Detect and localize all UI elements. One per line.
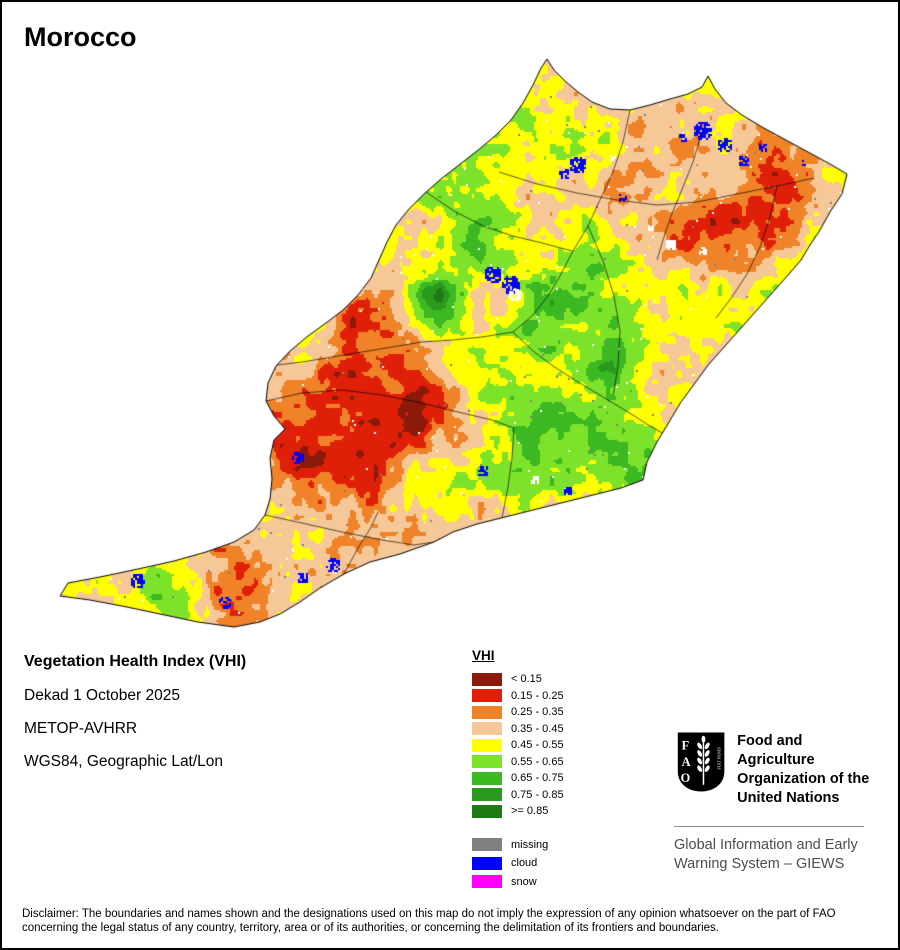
legend-row: 0.65 - 0.75 <box>472 770 564 787</box>
map-info-heading: Vegetation Health Index (VHI) <box>24 653 247 670</box>
fao-org-line: United Nations <box>737 790 840 806</box>
legend-row: 0.15 - 0.25 <box>472 688 564 705</box>
page-title: Morocco <box>24 22 137 52</box>
fao-logo-letter: F <box>682 739 690 753</box>
fao-logo-letter: A <box>682 755 691 769</box>
legend-row: 0.25 - 0.35 <box>472 704 564 721</box>
fao-block: F A O FIAT PANIS Food and Agriculture Or… <box>674 730 876 874</box>
legend-classes: < 0.15 0.15 - 0.25 0.25 - 0.35 0.35 - 0.45 0… <box>472 671 564 820</box>
fao-org-line: Organization of the <box>737 771 870 787</box>
giews-caption: Global Information and Early Warning Sys… <box>674 836 876 874</box>
fao-logo-icon: F A O FIAT PANIS <box>677 732 725 792</box>
legend-row: snow <box>472 873 564 892</box>
legend-swatch <box>472 838 502 852</box>
legend-swatch <box>472 705 502 719</box>
giews-line: Warning System – GIEWS <box>674 856 845 872</box>
fao-separator <box>674 826 864 827</box>
legend-row: 0.45 - 0.55 <box>472 737 564 754</box>
legend-row: 0.35 - 0.45 <box>472 721 564 738</box>
legend-label: 0.35 - 0.45 <box>511 722 564 735</box>
fao-org-name: Food and Agriculture Organization of the… <box>737 730 876 808</box>
legend-swatch <box>472 771 502 785</box>
legend-row: cloud <box>472 854 564 873</box>
legend-swatch <box>472 875 502 889</box>
map-info-block: Vegetation Health Index (VHI) Dekad 1 Oc… <box>24 653 246 786</box>
legend-swatch <box>472 804 502 818</box>
legend-row: missing <box>472 836 564 855</box>
legend-swatch <box>472 755 502 769</box>
legend-extras: missing cloud snow <box>472 836 564 892</box>
legend-label: 0.15 - 0.25 <box>511 689 564 702</box>
map-info-sensor: METOP-AVHRR <box>24 720 138 737</box>
legend-label: 0.55 - 0.65 <box>511 755 564 768</box>
legend-title: VHI <box>472 648 495 663</box>
legend-label: 0.45 - 0.55 <box>511 739 564 752</box>
giews-line: Global Information and Early <box>674 837 858 853</box>
fao-motto: FIAT PANIS <box>717 747 722 770</box>
fao-org-line: Food and Agriculture <box>737 733 815 768</box>
legend-swatch <box>472 788 502 802</box>
legend-swatch <box>472 738 502 752</box>
legend-label: >= 0.85 <box>511 805 549 818</box>
legend-swatch <box>472 722 502 736</box>
legend-label: < 0.15 <box>511 673 542 686</box>
map-info-dekad: Dekad 1 October 2025 <box>24 687 180 704</box>
legend-label: cloud <box>511 857 538 870</box>
disclaimer-text: Disclaimer: The boundaries and names sho… <box>22 908 836 934</box>
legend-swatch <box>472 856 502 870</box>
legend-swatch <box>472 689 502 703</box>
legend-row: 0.75 - 0.85 <box>472 787 564 804</box>
legend-label: missing <box>511 838 549 851</box>
legend-label: 0.75 - 0.85 <box>511 788 564 801</box>
legend-row: < 0.15 <box>472 671 564 688</box>
legend-row: 0.55 - 0.65 <box>472 754 564 771</box>
map-info-projection: WGS84, Geographic Lat/Lon <box>24 753 224 770</box>
legend-label: 0.25 - 0.35 <box>511 706 564 719</box>
legend-swatch <box>472 672 502 686</box>
legend-label: 0.65 - 0.75 <box>511 772 564 785</box>
legend-label: snow <box>511 875 537 888</box>
legend-row: >= 0.85 <box>472 803 564 820</box>
fao-logo-letter: O <box>681 771 691 785</box>
map-legend: VHI < 0.15 0.15 - 0.25 0.25 - 0.35 0.35 - 0… <box>472 648 564 891</box>
